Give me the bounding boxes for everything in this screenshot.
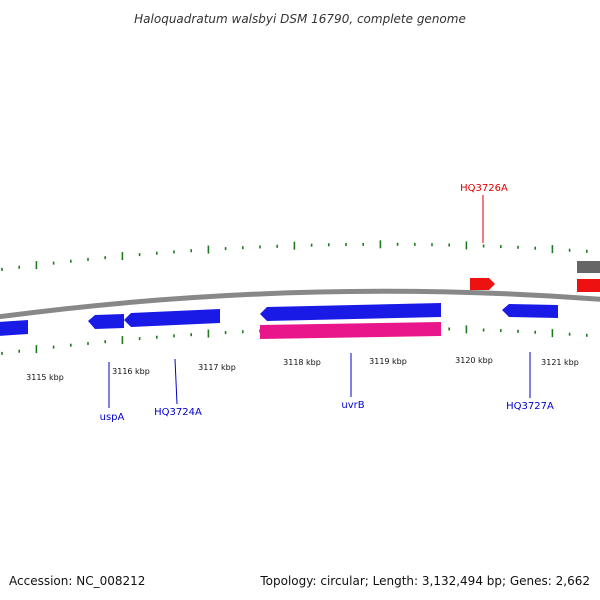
genome-title: Haloquadratum walsbyi DSM 16790, complet… — [134, 12, 466, 26]
tick-label: 3120 kbp — [455, 356, 493, 365]
gene-arrow-uspA[interactable] — [88, 314, 124, 329]
gene-arrow-HQ3726A[interactable] — [470, 278, 495, 290]
genome-backbone — [0, 288, 600, 320]
tick-label: 3115 kbp — [26, 373, 64, 382]
tick-label: 3119 kbp — [369, 357, 407, 366]
gene-arrow-uvrB[interactable] — [260, 303, 441, 321]
gene-label-uspA[interactable]: uspA — [100, 412, 125, 423]
gene-features — [0, 261, 600, 339]
gene-block-red-right[interactable] — [577, 279, 600, 292]
tick-label: 3117 kbp — [198, 363, 236, 372]
gene-label-HQ3724A[interactable]: HQ3724A — [154, 407, 202, 418]
gene-arrow-HQ3727A[interactable] — [502, 304, 558, 318]
outer-tick-ring — [1, 240, 588, 271]
gene-label-uvrB[interactable]: uvrB — [341, 400, 364, 411]
tick-label: 3118 kbp — [283, 358, 321, 367]
gene-labels: uspA HQ3724A uvrB HQ3727A HQ3726A — [100, 183, 554, 423]
gene-arrow-left-edge[interactable] — [0, 320, 28, 336]
accession-text: Accession: NC_008212 — [9, 574, 146, 588]
feature-block-gray[interactable] — [577, 261, 600, 273]
tick-label: 3116 kbp — [112, 367, 150, 376]
genome-summary-text: Topology: circular; Length: 3,132,494 bp… — [260, 574, 590, 588]
gene-label-HQ3727A[interactable]: HQ3727A — [506, 401, 554, 412]
gene-arrow-HQ3724A[interactable] — [124, 309, 220, 327]
gene-label-HQ3726A[interactable]: HQ3726A — [460, 183, 508, 194]
position-labels: 3115 kbp 3116 kbp 3117 kbp 3118 kbp 3119… — [26, 356, 579, 382]
tick-label: 3121 kbp — [541, 358, 579, 367]
gene-block-magenta[interactable] — [260, 322, 441, 339]
